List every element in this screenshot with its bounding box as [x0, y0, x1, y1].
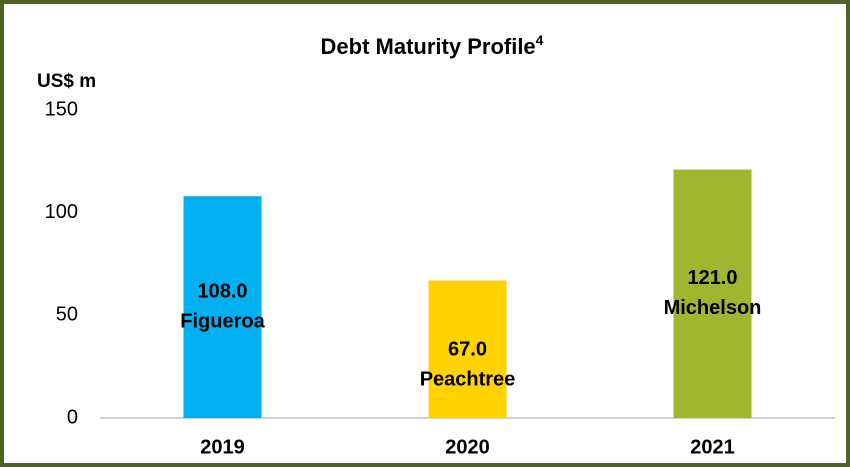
x-tick-label: 2021: [690, 436, 735, 458]
y-tick-label: 100: [45, 201, 78, 223]
chart-title-superscript: 4: [536, 32, 544, 48]
bar-name-label: Peachtree: [420, 368, 516, 390]
chart-title-text: Debt Maturity Profile: [321, 34, 536, 59]
data-label: 67.0: [448, 338, 487, 360]
y-tick-label: 0: [67, 406, 78, 428]
y-tick-label: 150: [45, 98, 78, 120]
data-label: 108.0: [197, 280, 247, 302]
y-axis-label: US$ m: [37, 71, 96, 92]
x-tick-label: 2019: [200, 436, 245, 458]
x-tick-label: 2020: [445, 436, 490, 458]
bar: [428, 280, 507, 418]
bar-name-label: Michelson: [664, 297, 762, 319]
y-tick-label: 50: [56, 304, 78, 326]
bar-name-label: Figueroa: [180, 310, 265, 332]
bar: [673, 169, 752, 418]
data-label: 121.0: [687, 267, 737, 289]
bar: [183, 196, 262, 418]
chart-title: Debt Maturity Profile4: [321, 32, 544, 59]
